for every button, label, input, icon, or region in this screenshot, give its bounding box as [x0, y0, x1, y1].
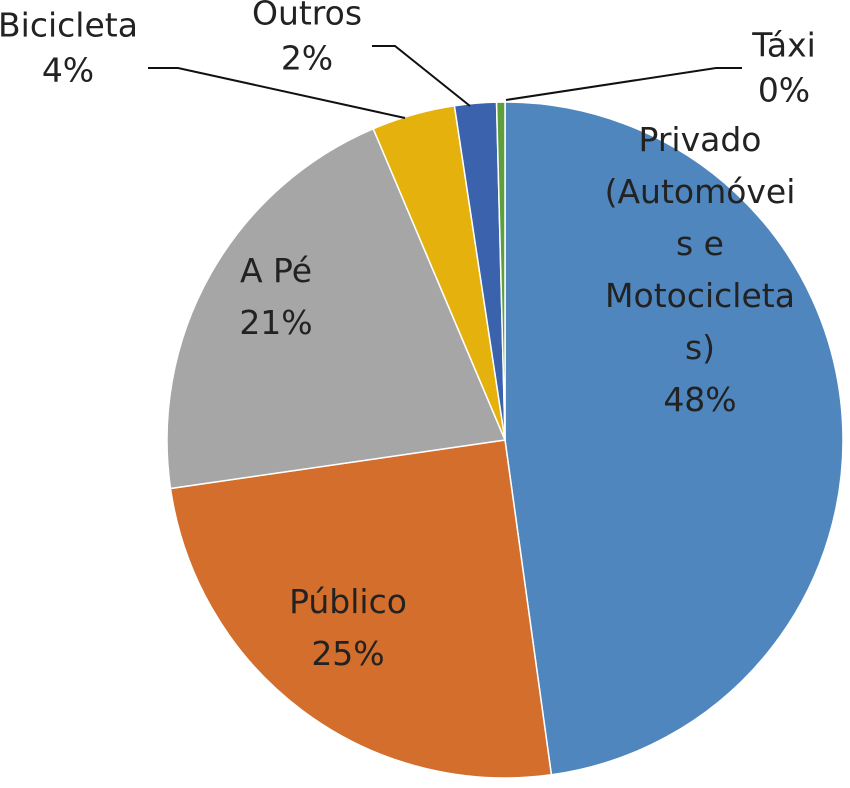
slice-label-bicicleta: Bicicleta 4%	[0, 6, 138, 90]
pie-slice-a-pe	[166, 127, 507, 490]
slice-label-taxi: Táxi 0%	[751, 26, 816, 110]
slice-label-publico: Público 25%	[289, 582, 407, 673]
leader-line-bicicleta	[148, 67, 406, 119]
pie-slice-publico	[169, 439, 553, 779]
pie-slice-privado-automoveis-e-motocicletas	[504, 101, 844, 776]
slice-label-a-pe: A Pé 21%	[239, 251, 312, 342]
slice-label-privado-automoveis-e-motocicletas: Privado (Automóvei s e Motocicleta s) 48%	[605, 120, 796, 419]
slice-labels: Privado (Automóvei s e Motocicleta s) 48% Públ…	[0, 0, 816, 673]
leader-lines	[148, 45, 742, 119]
pie-slice-taxi	[495, 101, 506, 441]
slice-label-outros: Outros 2%	[252, 0, 362, 78]
leader-line-taxi	[505, 67, 742, 101]
leader-line-outros	[372, 45, 471, 107]
pie-slices	[166, 101, 844, 779]
